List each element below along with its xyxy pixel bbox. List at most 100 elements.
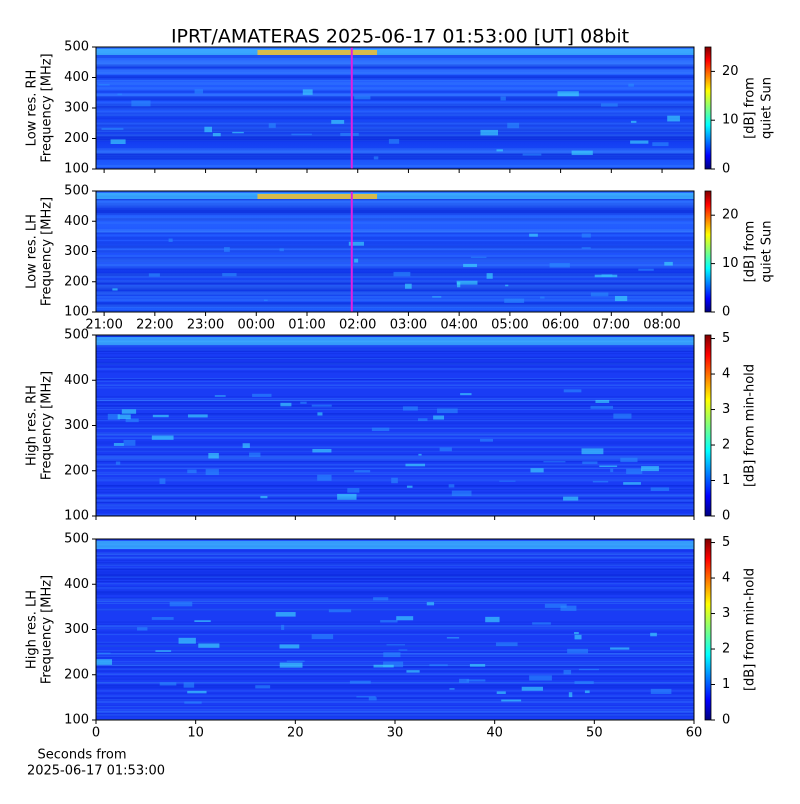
spectrum-texture [96, 433, 694, 435]
spectrum-texture [96, 457, 694, 459]
x-tick-label: 60 [686, 726, 703, 741]
spectrum-texture [96, 363, 694, 365]
spectrum-texture [96, 432, 694, 434]
spectrum-texture [626, 468, 643, 474]
spectrum-texture [590, 405, 614, 409]
spectrum-texture [652, 142, 669, 147]
spectrum-texture [96, 367, 694, 369]
colorbar-tick-label: 20 [722, 208, 739, 223]
spectrum-texture [650, 632, 657, 637]
spectrum-texture [152, 414, 169, 418]
spectrum-texture [96, 349, 694, 351]
spectrum-texture [96, 488, 694, 490]
spectrum-texture [96, 714, 694, 716]
spectrum-texture [96, 337, 694, 345]
spectrum-texture [96, 350, 694, 352]
spectrum-texture [560, 605, 577, 611]
spectrum-texture [96, 72, 694, 74]
spectrum-texture [563, 669, 572, 675]
spectrum-texture [110, 139, 126, 144]
spectrum-texture [96, 577, 694, 579]
spectrum-texture [96, 96, 694, 101]
spectrum-texture [96, 575, 694, 577]
spectrum-texture [96, 571, 694, 573]
colorbar-tick-label: 3 [722, 606, 730, 621]
spectrum-texture [96, 690, 694, 692]
spectrum-texture [96, 82, 694, 85]
spectrum-texture [194, 620, 211, 623]
spectrum-texture [96, 110, 694, 113]
spectrum-texture [500, 96, 506, 101]
spectrum-texture [96, 564, 694, 566]
x-tick-label: 03:00 [390, 318, 427, 333]
spectrum-texture [581, 233, 591, 238]
spectrum-texture [96, 699, 694, 701]
spectrum-texture [96, 63, 694, 67]
spectrum-texture [466, 679, 486, 682]
spectrum-texture [96, 406, 694, 408]
spectrum-texture [96, 347, 694, 349]
spectrum-texture [232, 131, 244, 134]
spectrum-texture [96, 715, 694, 717]
spectrum-texture [96, 447, 694, 449]
spectrum-texture [96, 80, 694, 82]
spectrum-texture [373, 156, 379, 160]
spectrum-texture [480, 129, 499, 136]
spectrum-texture [620, 457, 638, 463]
spectrum-texture [96, 398, 694, 400]
spectrum-texture [155, 650, 172, 652]
spectrum-texture [96, 457, 694, 459]
y-tick-label: 400 [64, 373, 89, 388]
spectrum-texture [347, 488, 360, 493]
spectrum-texture [96, 102, 694, 107]
spectrum-texture [183, 682, 195, 688]
spectrum-texture [96, 509, 694, 511]
spectrum-texture [96, 121, 694, 123]
spectrum-texture [96, 463, 694, 465]
spectrum-texture [543, 461, 566, 463]
spectrum-texture [574, 681, 594, 685]
spectrum-texture [96, 165, 694, 168]
spectrum-texture [212, 133, 221, 137]
y-axis-label: Frequency [MHz] [40, 197, 55, 306]
spectrum-texture [96, 365, 694, 367]
spectrum-texture [96, 222, 694, 224]
spectrum-texture [96, 710, 694, 712]
spectrum-texture [418, 418, 428, 422]
spectrum-texture [101, 127, 124, 130]
spectrum-texture [96, 150, 694, 154]
spectrum-texture [623, 482, 641, 485]
spectrum-texture [96, 668, 694, 670]
spectrum-texture [96, 705, 694, 707]
spectrum-texture [501, 699, 522, 702]
spectrum-texture [96, 409, 694, 411]
spectrum-texture [96, 441, 694, 443]
spectrum-texture [96, 484, 694, 486]
spectrum-texture [96, 133, 694, 137]
spectrum-texture [544, 603, 567, 608]
spectrum-texture [96, 345, 694, 347]
spectrum-texture [396, 616, 414, 621]
spectrum-texture [356, 696, 376, 698]
spectrum-texture [96, 608, 694, 610]
spectrum-texture [96, 368, 694, 370]
y-tick-label: 300 [64, 244, 89, 259]
spectrum-texture [96, 335, 694, 337]
spectrum-texture [96, 362, 694, 364]
y-axis-label: High res. RH [25, 385, 40, 466]
spectrum-texture [96, 371, 694, 373]
spectrum-texture [96, 712, 694, 714]
spectrum-texture [96, 673, 694, 675]
spectrum-texture [96, 501, 694, 503]
spectrum-texture [96, 601, 694, 603]
x-tick-label: 40 [486, 726, 503, 741]
y-tick-label: 300 [64, 101, 89, 116]
spectrum-texture [96, 295, 694, 298]
spectrum-texture [581, 247, 591, 249]
spectrum-texture [96, 401, 694, 403]
spectrum-texture [96, 353, 694, 355]
spectrum-texture [96, 336, 694, 338]
spectrum-texture [96, 715, 694, 717]
colorbar-tick-label: 0 [722, 509, 730, 524]
